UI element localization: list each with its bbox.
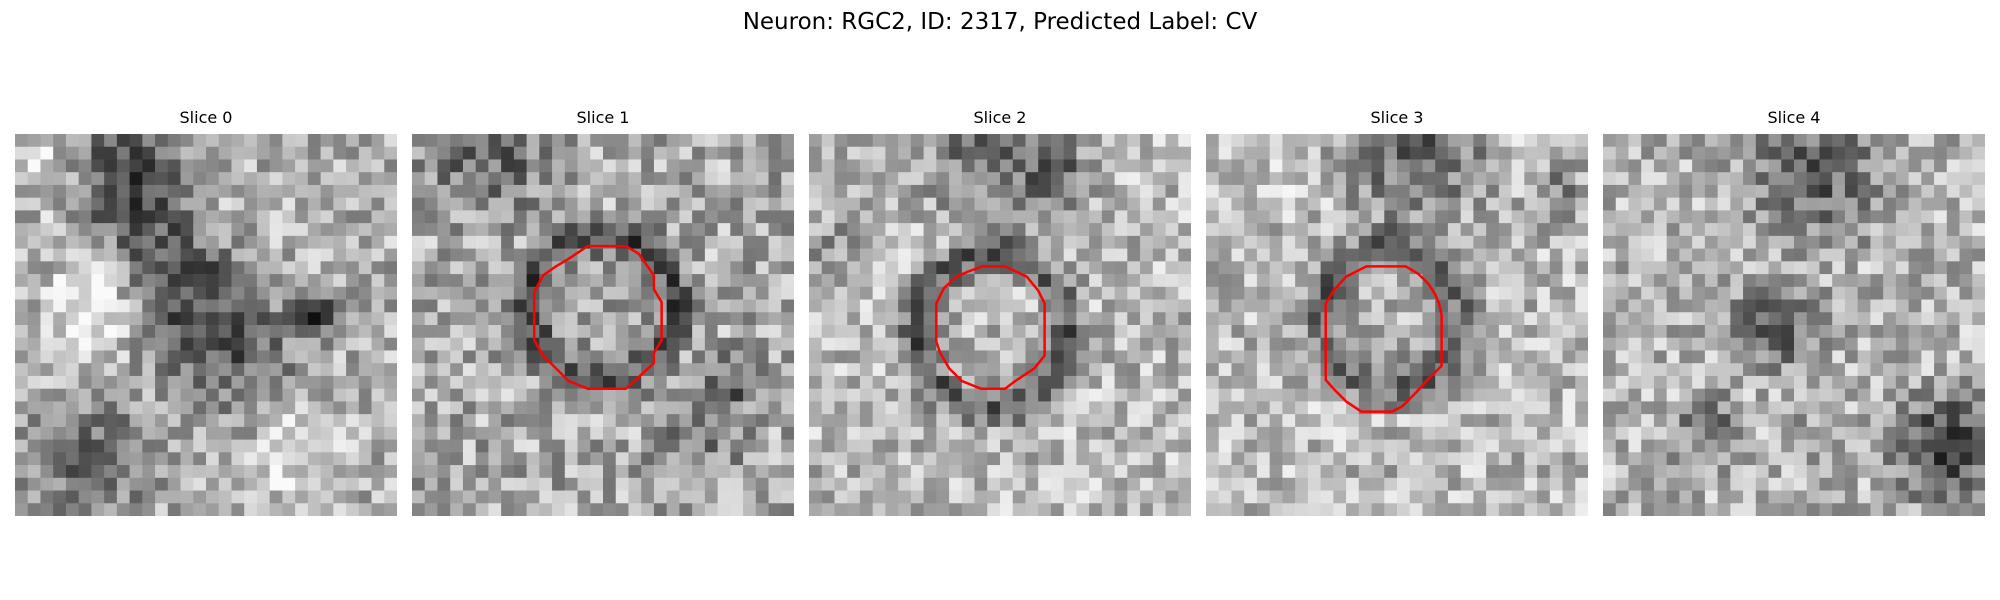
- slice-svg: [1603, 134, 1985, 516]
- segmentation-contour: [1324, 265, 1443, 413]
- pixel-grid: [1206, 134, 1588, 516]
- slice-image: [15, 134, 397, 516]
- slice-image: [1206, 134, 1588, 516]
- slice-svg: [809, 134, 1191, 516]
- pixel-grid: [1603, 134, 1985, 516]
- pixel-grid: [809, 134, 1191, 516]
- slice-panel-1: Slice 1: [412, 108, 794, 516]
- segmentation-contour: [532, 244, 663, 390]
- slice-panel-3: Slice 3: [1206, 108, 1588, 516]
- slice-title: Slice 2: [973, 108, 1027, 127]
- pixel-grid: [15, 134, 397, 516]
- slice-panel-2: Slice 2: [809, 108, 1191, 516]
- slice-svg: [15, 134, 397, 516]
- slice-title: Slice 0: [179, 108, 233, 127]
- segmentation-contour: [935, 265, 1046, 390]
- slice-image: [412, 134, 794, 516]
- slice-title: Slice 1: [576, 108, 630, 127]
- slice-panel-0: Slice 0: [15, 108, 397, 516]
- slice-svg: [412, 134, 794, 516]
- slice-title: Slice 3: [1370, 108, 1424, 127]
- figure-title: Neuron: RGC2, ID: 2317, Predicted Label:…: [742, 9, 1258, 35]
- slice-panel-4: Slice 4: [1603, 108, 1985, 516]
- pixel-grid: [412, 134, 794, 516]
- slice-title: Slice 4: [1767, 108, 1821, 127]
- slice-svg: [1206, 134, 1588, 516]
- slice-image: [809, 134, 1191, 516]
- slice-image: [1603, 134, 1985, 516]
